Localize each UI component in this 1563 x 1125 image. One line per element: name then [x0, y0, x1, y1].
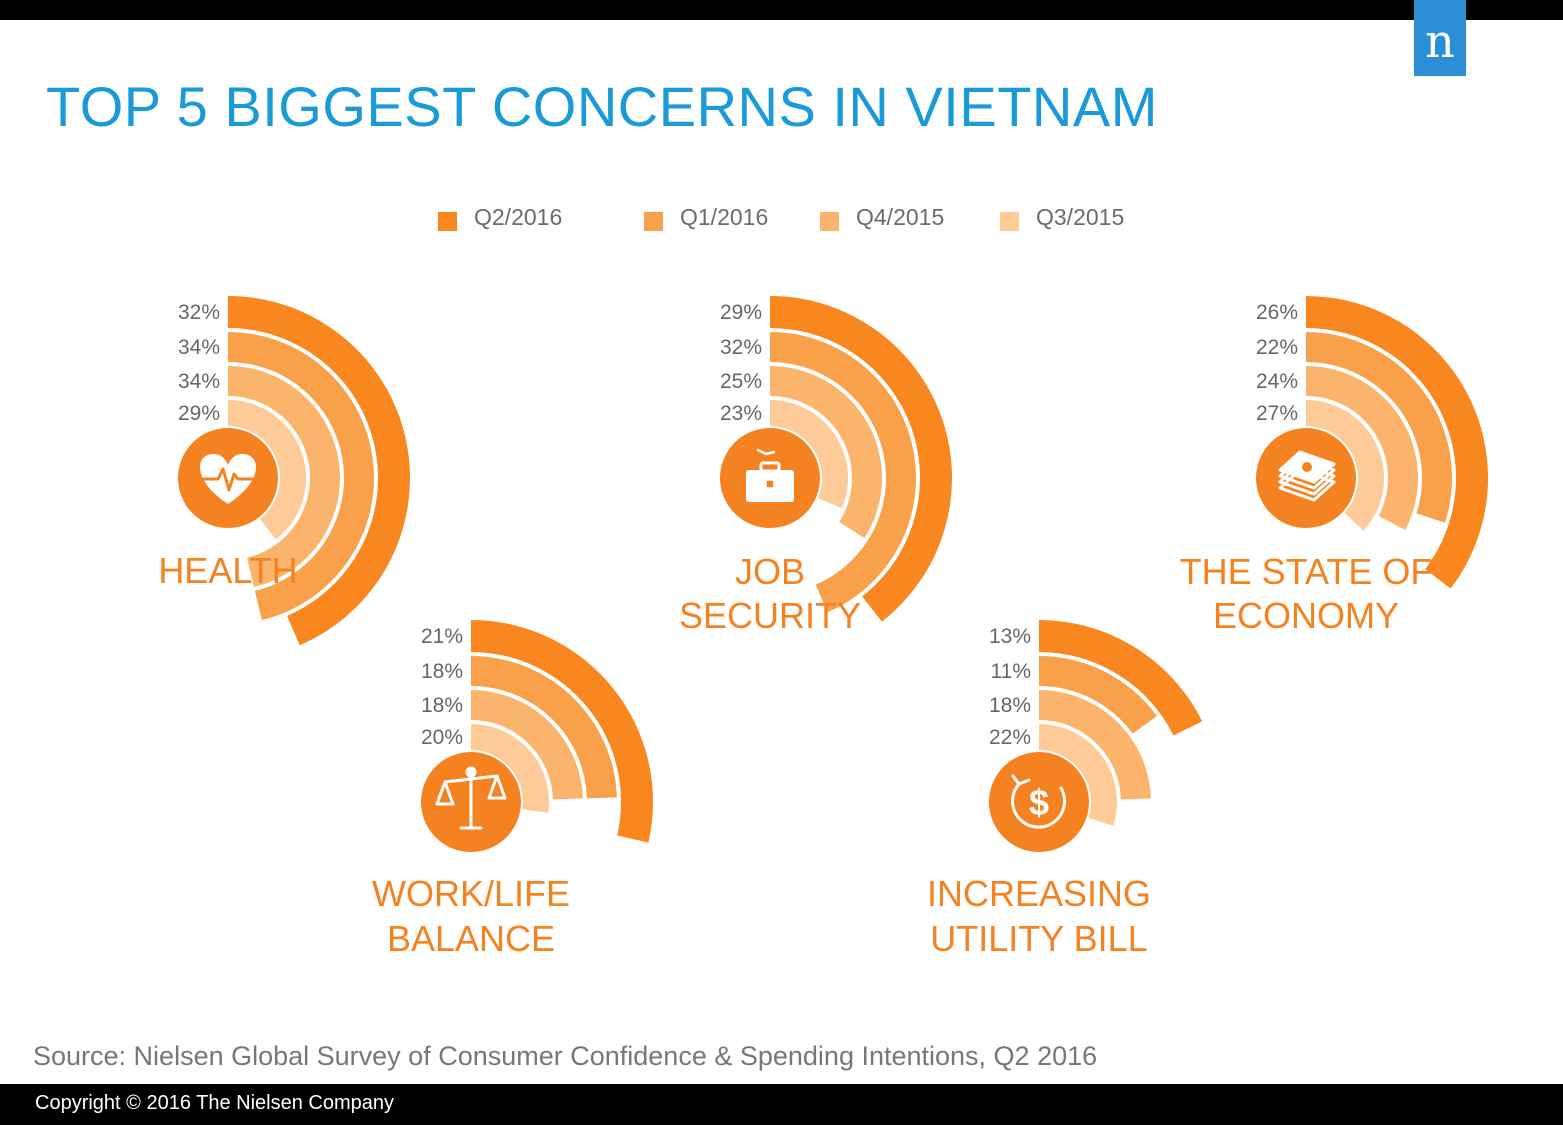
heart-pulse-icon-glyph [200, 453, 256, 504]
legend-swatch [644, 212, 663, 231]
arc-bar [228, 296, 411, 646]
arc-bar [770, 400, 848, 509]
legend-label: Q2/2016 [474, 204, 563, 230]
arc-bar [1039, 620, 1203, 736]
page-title: TOP 5 BIGGEST CONCERNS IN VIETNAM [46, 75, 1158, 138]
category-label: UTILITY BILL [930, 918, 1147, 959]
value-label: 22% [989, 726, 1031, 749]
heart-shape [200, 453, 256, 504]
value-label: 34% [178, 336, 220, 359]
value-label: 25% [720, 370, 762, 393]
value-label: 29% [720, 301, 762, 324]
category-label: INCREASING [927, 873, 1151, 914]
legend-label: Q3/2015 [1036, 204, 1125, 230]
category-label: HEALTH [158, 550, 297, 591]
arc-bar [1306, 332, 1452, 523]
case-lock [765, 479, 775, 489]
arc-bar [471, 690, 583, 800]
value-label: 26% [1256, 301, 1298, 324]
category-label: ECONOMY [1213, 595, 1399, 636]
arc-bar [770, 366, 882, 539]
arc-bar [1306, 366, 1418, 530]
value-label: 34% [178, 370, 220, 393]
value-label: 32% [178, 301, 220, 324]
legend-swatch [438, 212, 457, 231]
arc-bar [770, 296, 952, 622]
balance-scale-icon-glyph [435, 766, 507, 830]
arc-bar [471, 620, 654, 843]
category-label: BALANCE [387, 918, 555, 959]
pulse-line [202, 467, 254, 492]
coin-mark [1302, 462, 1312, 472]
scale-top [465, 766, 477, 778]
arrow-head [1011, 774, 1031, 786]
legend-swatch [1000, 212, 1019, 231]
top-bar [0, 0, 1563, 20]
arc-bar [1039, 690, 1151, 800]
left-pan [435, 780, 455, 806]
category-label: WORK/LIFE [372, 873, 570, 914]
money-stack-icon-glyph [1278, 450, 1336, 502]
copyright-text: Copyright © 2016 The Nielsen Company [35, 1092, 395, 1114]
arc-bar [228, 366, 341, 587]
value-label: 11% [991, 660, 1031, 683]
value-label: 21% [421, 625, 463, 648]
arc-bar [228, 400, 307, 540]
radial-bar-chart: 32% 34% 34% 29% HEALTH 29% 32% 25% 23% JOBSECURIT… [158, 296, 1489, 959]
concern-group: 32% 34% 34% 29% HEALTH [158, 296, 411, 646]
value-label: 18% [421, 660, 463, 683]
nielsen-logo: n [1414, 0, 1466, 76]
case-handle [759, 461, 781, 473]
arc-bar [228, 332, 375, 621]
value-label: 18% [421, 694, 463, 717]
cycle-arrow [1011, 782, 1067, 829]
value-label: 20% [421, 726, 463, 749]
legend-label: Q1/2016 [680, 204, 769, 230]
dollar-sign: $ [1029, 782, 1049, 823]
dollar-cycle-icon-glyph: $ [1011, 774, 1067, 829]
value-label: 32% [720, 336, 762, 359]
arc-bar [471, 724, 549, 813]
legend-swatch [820, 212, 839, 231]
arc-bar [471, 656, 617, 799]
source-note: Source: Nielsen Global Survey of Consume… [33, 1041, 1098, 1071]
arc-bar [1039, 656, 1157, 734]
arc-bar [1306, 400, 1385, 531]
footer-bar: Copyright © 2016 The Nielsen Company [0, 1084, 1563, 1125]
category-label: THE STATE OF [1180, 551, 1433, 592]
value-label: 18% [989, 694, 1031, 717]
legend-label: Q4/2015 [856, 204, 945, 230]
right-pan [487, 774, 507, 800]
value-label: 29% [178, 402, 220, 425]
arc-bar [1306, 296, 1489, 589]
value-label: 27% [1256, 402, 1298, 425]
hand-shape [756, 448, 776, 456]
value-label: 24% [1256, 370, 1298, 393]
briefcase-icon-glyph [746, 448, 794, 502]
category-label: SECURITY [679, 595, 861, 636]
arc-bar [770, 332, 916, 613]
category-label: JOB [735, 551, 805, 592]
scale-beam [443, 774, 499, 784]
value-label: 13% [989, 625, 1031, 648]
arc-bar [1039, 724, 1117, 826]
value-label: 22% [1256, 336, 1298, 359]
value-label: 23% [720, 402, 762, 425]
